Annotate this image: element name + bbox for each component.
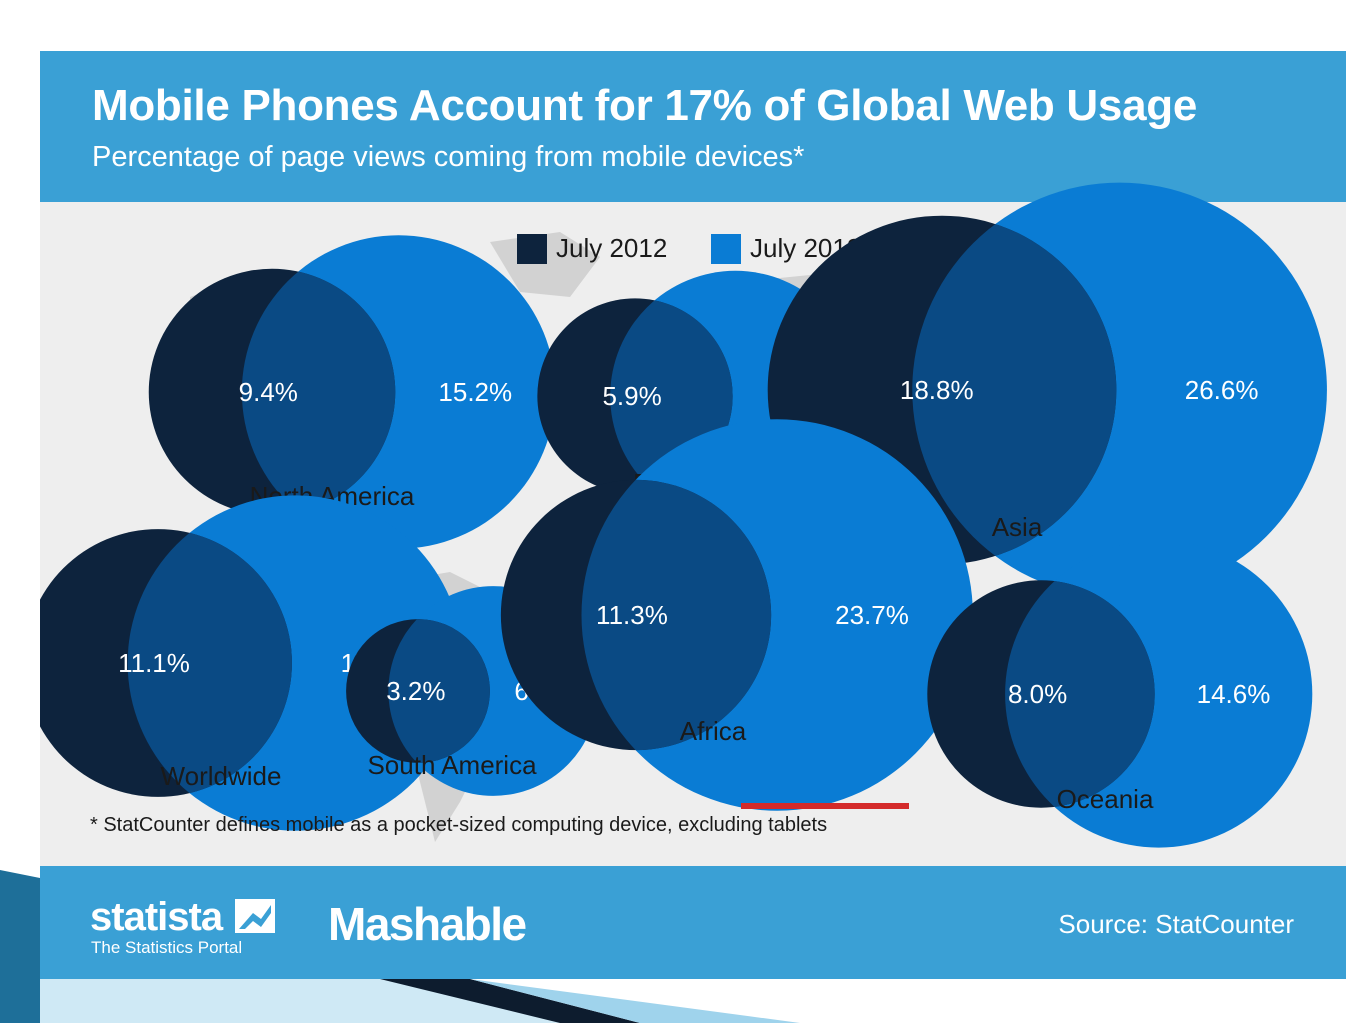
value-label-2012-asia: 18.8% [900,375,974,405]
value-label-2013-asia: 26.6% [1185,375,1259,405]
value-label-2013-oceania: 14.6% [1197,679,1271,709]
accent-underline [741,803,909,809]
chart-title: Mobile Phones Account for 17% of Global … [92,81,1198,130]
value-label-2012-africa: 11.3% [596,600,668,630]
region-label-oceania: Oceania [1057,784,1154,814]
bubble-chart: 9.4%15.2%North America5.9%9.7%Europe18.8… [40,182,1327,848]
bubble-overlap-north-america [241,268,396,516]
region-label-worldwide: Worldwide [161,761,282,791]
source-label: Source: StatCounter [1058,909,1294,939]
footnote: * StatCounter defines mobile as a pocket… [90,814,828,836]
bubble-overlap-south-america [388,619,490,763]
bubble-overlap-asia [912,215,1117,565]
legend-swatch-2013 [711,233,741,264]
region-label-asia: Asia [992,512,1043,542]
region-label-africa: Africa [680,716,747,746]
value-label-2012-oceania: 8.0% [1008,679,1067,709]
legend-swatch-2012 [517,233,547,264]
legend-july-2012: July 2012 [517,233,667,264]
bubble-overlap-worldwide [127,529,292,797]
bubble-overlap-oceania [1005,580,1155,808]
value-label-2012-worldwide: 11.1% [118,648,190,678]
region-label-south-america: South America [367,750,537,780]
value-label-2012-europe: 5.9% [602,381,661,411]
infographic-card: Mobile Phones Account for 17% of Global … [40,51,1346,979]
value-label-2012-south-america: 3.2% [386,676,445,706]
footer-band: statista The Statistics Portal Mashable … [40,866,1346,979]
value-label-2013-africa: 23.7% [835,600,909,630]
chart-subtitle: Percentage of page views coming from mob… [92,141,805,173]
statista-tagline: The Statistics Portal [91,938,243,957]
statista-logo: statista [90,895,223,939]
legend-label-2012: July 2012 [556,233,668,263]
bubble-overlap-africa [581,479,772,751]
header-band: Mobile Phones Account for 17% of Global … [40,51,1346,202]
value-label-2013-north-america: 15.2% [438,377,512,407]
mashable-logo: Mashable [328,898,527,950]
value-label-2012-north-america: 9.4% [239,377,298,407]
statista-mark-icon [235,899,275,933]
